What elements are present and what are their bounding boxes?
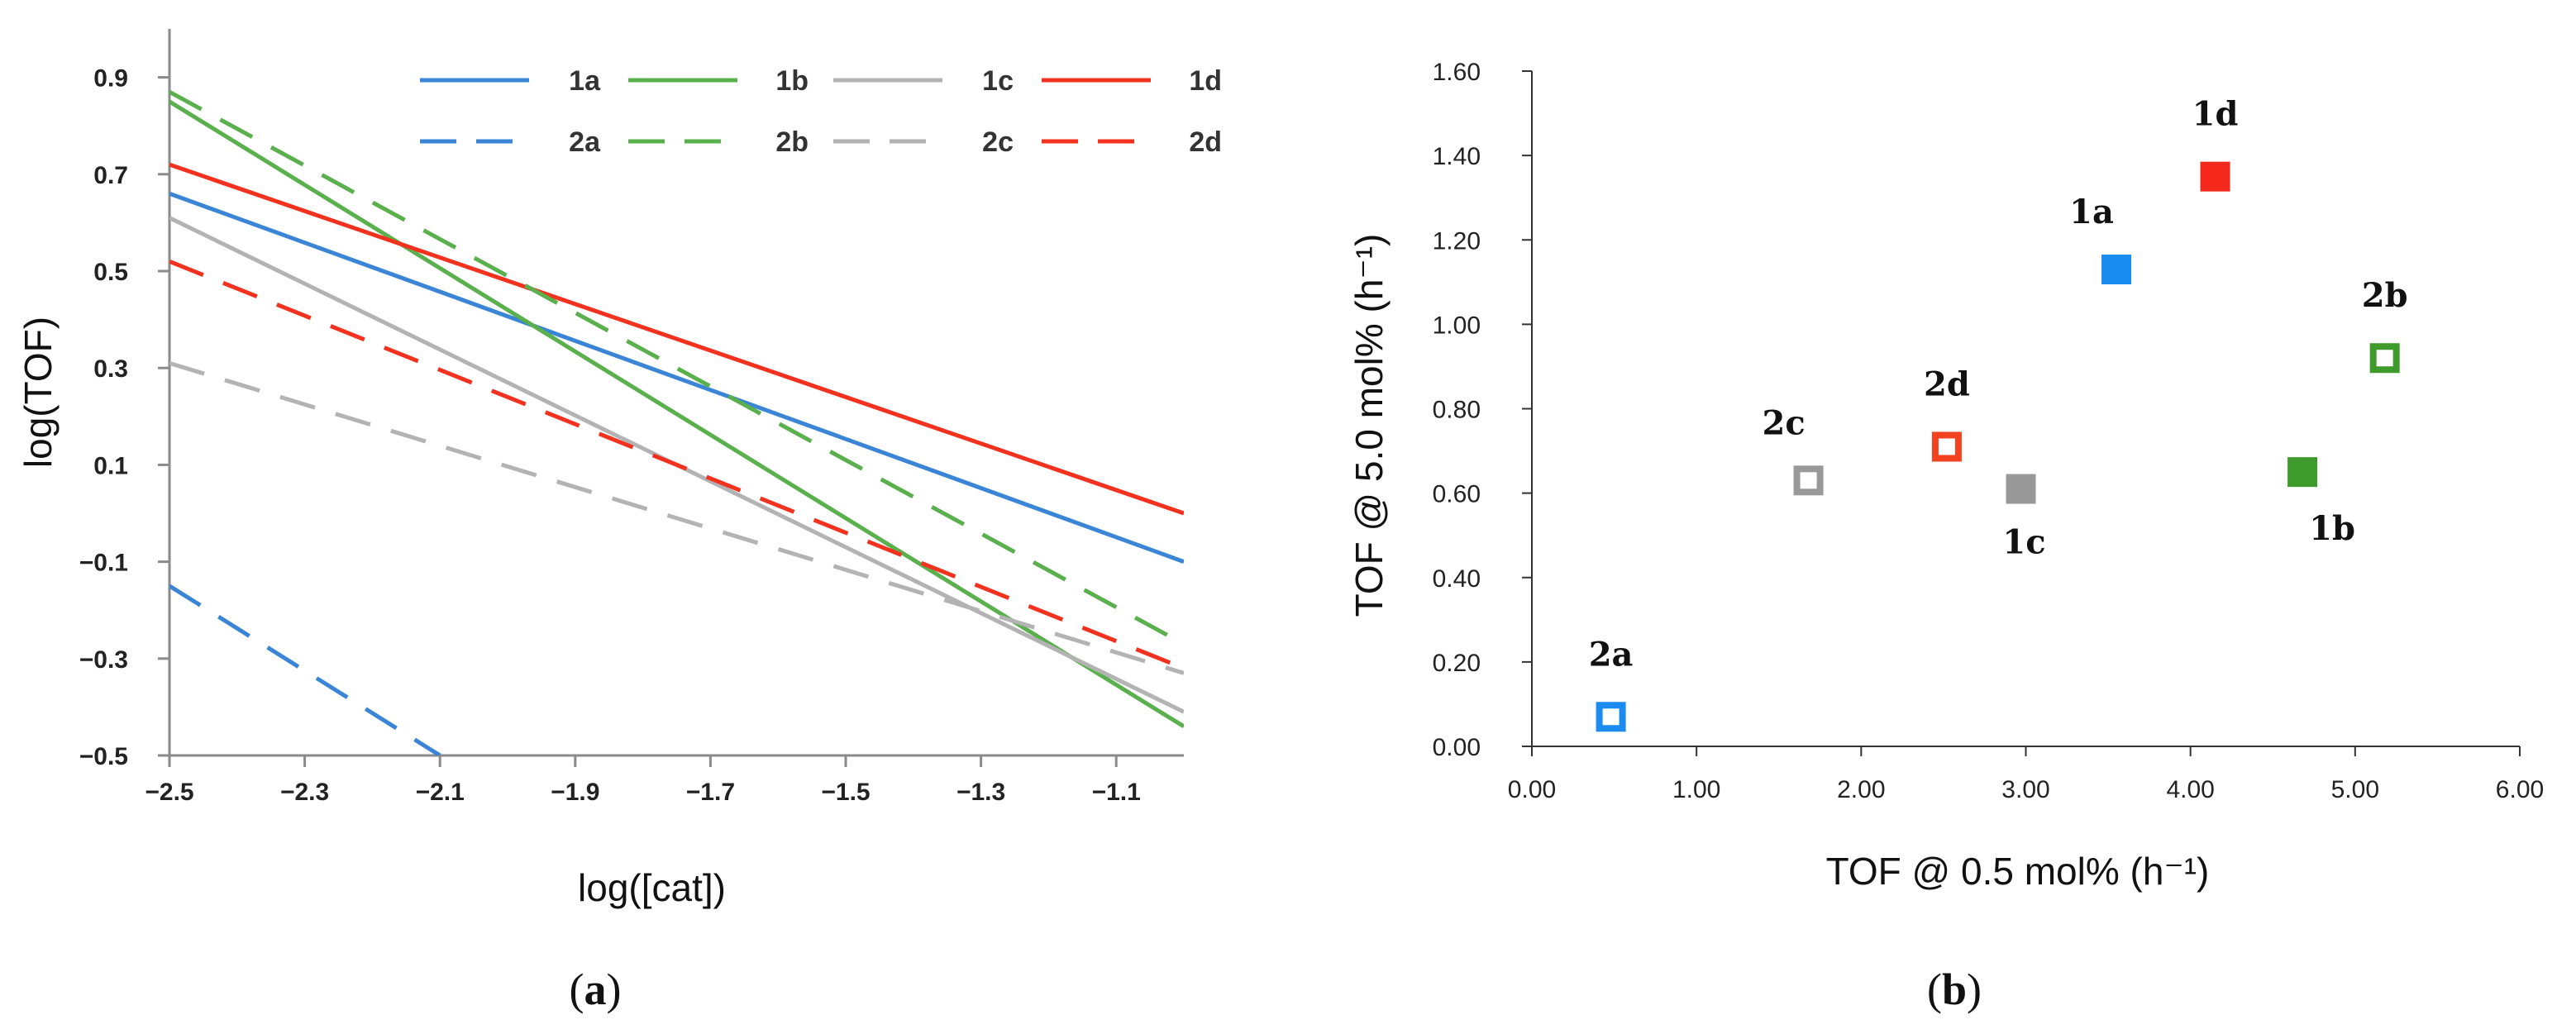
x-tick-label: −2.5 [145,779,193,806]
legend-label-2b: 2b [775,126,809,158]
x-tick-label: −2.1 [416,779,465,806]
y-tick-label: 0.00 [1433,734,1481,761]
series-group [169,89,1184,755]
x-tick-label: 4.00 [2166,776,2214,803]
y-tick-label: 1.20 [1433,227,1481,255]
series-line-1a [169,191,1184,564]
y-tick-label: −0.5 [79,743,128,770]
panel-a-line-chart: −2.5 −2.3 −2.1 −1.9 −1.7 −1.5 −1.3 −1.1 −0.5 −0.3… [17,29,1222,1014]
series-line-2d [169,259,1184,670]
point-label-2d: 2d [1924,365,1970,403]
y-tick-label: 0.9 [93,65,128,93]
y-tick-label: 0.3 [93,355,128,383]
point-1d [2200,161,2230,192]
x-tick-label: −2.3 [280,779,329,806]
x-tick-label: 0.00 [1508,776,1556,803]
series-line-1d [169,162,1184,516]
y-tick-label: −0.3 [79,646,128,674]
panel-caption-b: (b) [1927,965,1982,1014]
y-tick-label: 0.1 [93,452,128,479]
point-2b [2369,343,2400,374]
point-label-2c: 2c [1763,403,1806,442]
panel-caption-a-letter: a [584,965,607,1014]
legend-label-2d: 2d [1189,126,1222,158]
series-line-1b [169,99,1184,728]
point-label-1b: 1b [2309,509,2355,548]
point-label-2a: 2a [1589,635,1634,674]
legend-label-1a: 1a [569,65,601,97]
x-tick-label: 5.00 [2331,776,2379,803]
x-tick-label: 6.00 [2496,776,2544,803]
legend-label-1d: 1d [1189,65,1222,97]
series-line-2a [169,584,441,755]
y-tick-label: 0.60 [1433,481,1481,508]
x-tick-label: −1.5 [821,779,870,806]
point-1c [2006,474,2036,504]
legend-label-2c: 2c [982,126,1014,158]
point-1a [2101,254,2132,284]
y-tick-label: 1.40 [1433,143,1481,170]
x-tick-label: −1.1 [1092,779,1141,806]
x-tick-label: −1.3 [956,779,1005,806]
legend-label-1c: 1c [982,65,1014,97]
x-axis-title: TOF @ 0.5 mol% (h⁻¹) [1826,850,2210,893]
y-tick-label: −0.1 [79,550,128,577]
panel-b-scatter-chart: 0.00 1.00 2.00 3.00 4.00 5.00 6.00 0.00 0.20 0.40… [1348,59,2544,1014]
point-2c [1793,465,1824,496]
series-line-2b [169,89,1184,646]
y-tick-label: 0.7 [93,162,128,189]
y-axis-title: log(TOF) [17,317,60,468]
point-label-1d: 1d [2192,95,2239,134]
x-tick-label: 1.00 [1672,776,1720,803]
y-tick-label: 0.20 [1433,650,1481,677]
y-tick-label: 0.5 [93,259,128,286]
x-tick-label: 3.00 [2001,776,2049,803]
point-label-1a: 1a [2069,193,2114,231]
y-axis-title: TOF @ 5.0 mol% (h⁻¹) [1348,234,1391,617]
legend-label-1b: 1b [775,65,809,97]
panel-caption-a: (a) [570,965,622,1014]
y-tick-label: 0.80 [1433,397,1481,424]
x-tick-label: 2.00 [1837,776,1885,803]
point-1b [2287,457,2318,488]
series-line-2c [169,360,1184,675]
y-tick-label: 1.60 [1433,59,1481,86]
legend-label-2a: 2a [569,126,601,158]
x-tick-label: −1.7 [686,779,735,806]
point-label-2b: 2b [2362,276,2408,315]
panel-caption-b-letter: b [1942,965,1967,1014]
point-2d [1931,431,1962,462]
y-tick-label: 1.00 [1433,312,1481,339]
point-2a [1596,702,1626,732]
point-label-1c: 1c [2002,523,2045,562]
y-tick-label: 0.40 [1433,565,1481,593]
x-axis-title: log([cat]) [578,866,726,909]
x-tick-label: −1.9 [551,779,599,806]
